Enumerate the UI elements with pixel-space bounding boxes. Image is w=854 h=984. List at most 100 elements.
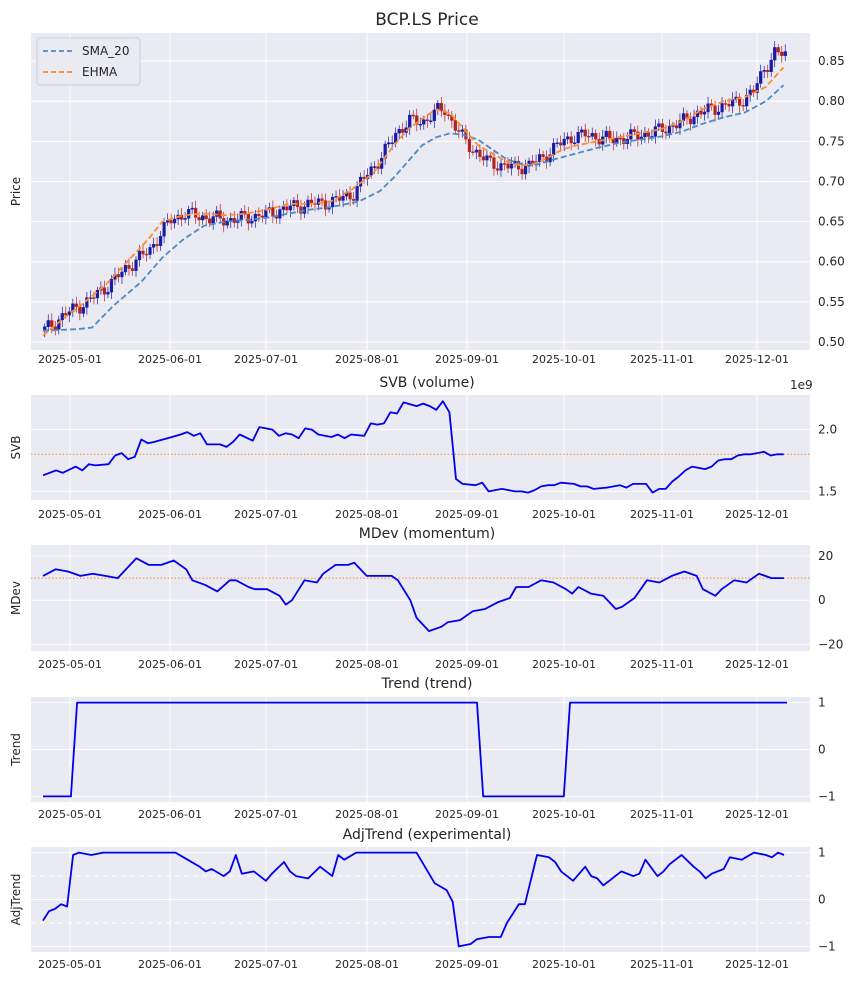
series-line-svb [42,400,784,494]
candle-body [243,211,247,215]
ytick-label-trend-2: 1 [818,696,826,710]
candle-body [492,157,496,169]
candle-body [401,128,405,133]
ytick-label-svb-0: 1.5 [818,484,837,498]
candle-body [762,69,766,72]
series-line-trend [43,701,787,798]
candle-body [253,213,257,222]
candle-body [678,120,682,129]
candle-body [488,155,493,158]
candle-body [239,211,243,220]
candle-body [713,105,717,115]
xtick-label-adjtrend-4: 2025-09-01 [435,958,499,971]
candle-body [197,217,201,221]
offset-text-svb: 1e9 [790,378,813,392]
xtick-label-trend-0: 2025-05-01 [38,808,102,821]
xtick-label-price-1: 2025-06-01 [138,353,202,366]
candle-body [271,207,275,217]
ytick-label-price-0: 0.50 [818,335,845,349]
candle-body [362,176,366,179]
plot-area-price [31,33,810,350]
candle-body [646,132,650,137]
series-line-ehma [42,66,785,337]
xtick-label-adjtrend-5: 2025-10-01 [532,958,596,971]
candle-body [559,142,563,146]
candle-body [348,192,352,200]
candle-body [369,166,373,176]
candle-body [699,110,703,115]
xtick-label-price-3: 2025-08-01 [335,353,399,366]
candle-body [453,120,457,131]
candle-body [566,136,570,140]
candle-body [225,220,229,226]
candle-body [692,116,696,125]
xtick-label-price-5: 2025-10-01 [532,353,596,366]
chart-title-trend: Trend (trend) [381,676,473,692]
candle-body [576,132,580,143]
candle-body [485,155,489,161]
candle-body [376,166,380,169]
candle-body [780,51,784,56]
candle-body [773,47,777,61]
legend-label-sma: SMA_20 [82,44,129,58]
candle-body [387,142,391,145]
series-line-sma [42,84,785,332]
xtick-label-svb-4: 2025-09-01 [435,508,499,521]
candle-body [260,215,264,218]
xtick-label-adjtrend-3: 2025-08-01 [335,958,399,971]
candle-body [502,163,507,165]
candle-body [187,209,191,219]
candle-body [415,115,419,125]
candle-body [123,265,128,273]
candle-body [745,94,749,107]
chart-title-mdev: MDev (momentum) [359,526,495,542]
candle-body [418,124,422,126]
ylabel-adjtrend: AdjTrend [9,874,23,926]
candle-body [509,163,514,169]
candle-body [727,103,731,107]
candle-body [580,129,584,133]
xtick-label-trend-6: 2025-11-01 [630,808,694,821]
candle-body [81,307,85,314]
candle-body [151,243,156,248]
candle-body [127,265,131,269]
candle-body [102,287,107,295]
ylabel-trend: Trend [9,733,23,767]
candle-body [618,137,622,140]
candle-body [590,133,594,137]
xtick-label-mdev-6: 2025-11-01 [630,658,694,671]
xtick-label-trend-3: 2025-08-01 [335,808,399,821]
xtick-label-trend-5: 2025-10-01 [532,808,596,821]
candle-body [681,113,686,121]
candle-body [95,289,99,299]
candle-body [85,297,89,308]
candle-body [569,136,573,144]
chart-title-svb: SVB (volume) [379,375,474,391]
candle-body [555,142,559,144]
candle-body [527,160,531,167]
candle-body [148,247,152,255]
candle-body [278,209,282,219]
candle-body [306,199,310,208]
candle-body [594,133,598,140]
candle-body [169,220,173,224]
candle-body [632,129,636,133]
candle-body [471,151,475,153]
candle-body [667,125,672,134]
candle-body [520,168,524,175]
chart-title-adjtrend: AdjTrend (experimental) [343,827,512,843]
candle-body [144,253,149,256]
ytick-label-mdev-1: 0 [818,593,826,607]
candle-body [523,165,528,175]
xtick-label-mdev-2: 2025-07-01 [234,658,298,671]
candle-body [776,47,780,53]
candle-body [506,163,510,169]
xtick-label-price-6: 2025-11-01 [630,353,694,366]
candle-body [755,83,759,93]
candle-body [457,130,461,132]
candle-body [608,130,612,139]
candle-body [439,103,443,112]
candle-body [78,306,82,314]
candle-body [64,313,68,316]
candle-body [173,218,177,224]
